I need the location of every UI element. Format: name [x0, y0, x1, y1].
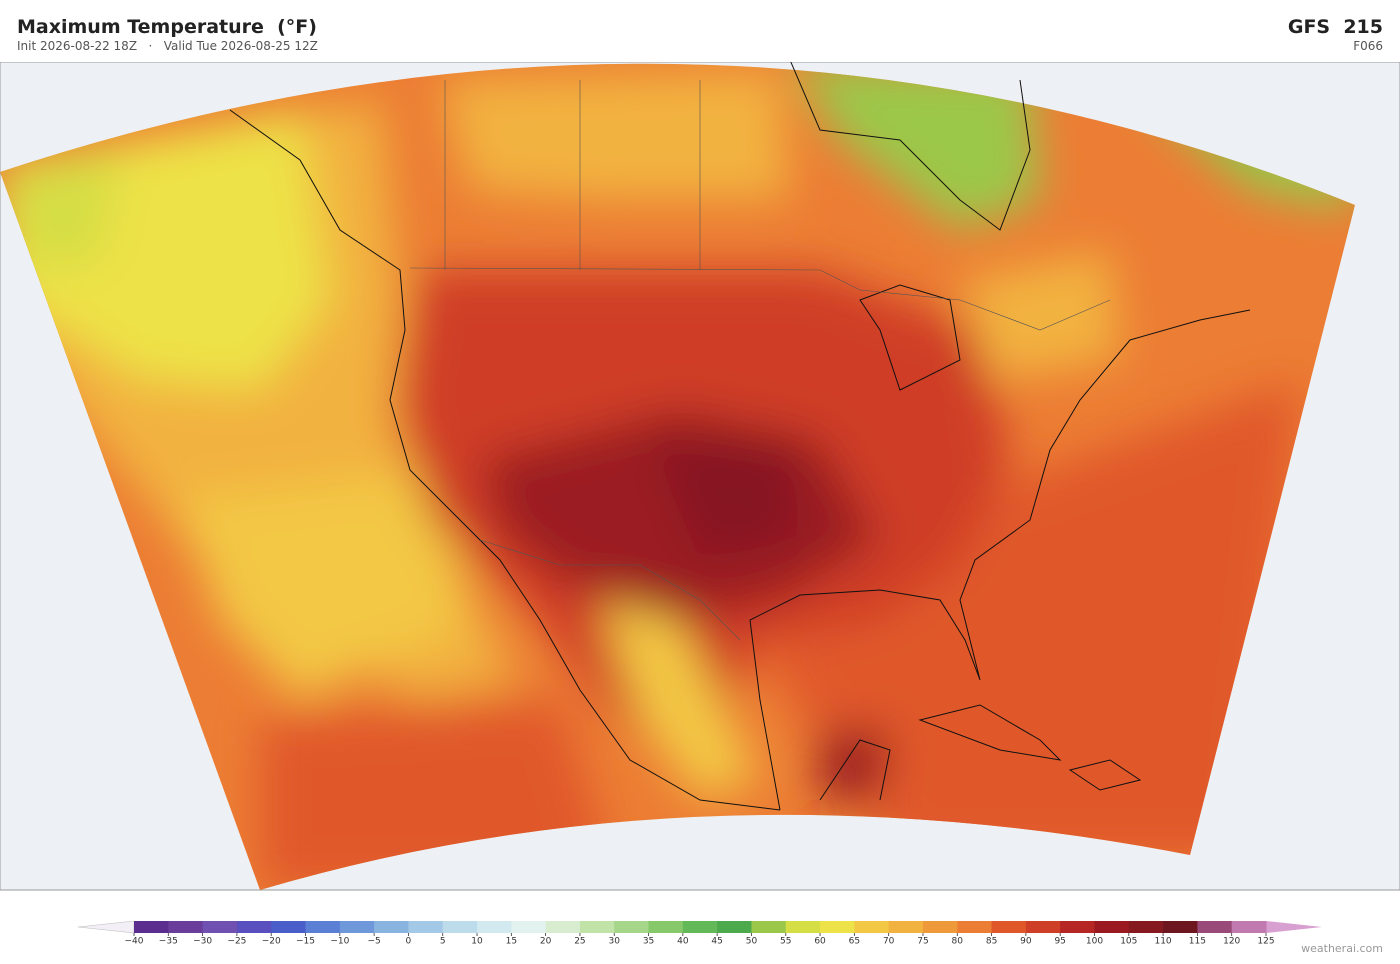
colorbar-segment	[1094, 921, 1130, 933]
colorbar-segment	[1025, 921, 1061, 933]
colorbar-segment	[477, 921, 512, 933]
colorbar-segment	[991, 921, 1027, 933]
borders	[409, 80, 1111, 641]
colorbar-segment	[202, 921, 238, 933]
colorbar-segment	[717, 921, 752, 933]
colorbar-tick-label: −30	[193, 937, 212, 947]
colorbar-segment	[854, 921, 890, 933]
colorbar-tick-label: 50	[746, 937, 758, 947]
colorbar-segment	[579, 921, 615, 933]
colorbar-segment	[408, 921, 444, 933]
colorbar-tick-label: 120	[1223, 937, 1240, 947]
colorbar-segment	[957, 921, 993, 933]
colorbar-segment	[339, 921, 375, 933]
colorbar-tick-label: 35	[643, 937, 654, 947]
colorbar-tick-label: 125	[1257, 937, 1274, 947]
colorbar-segment	[888, 921, 924, 933]
colorbar: −40 −35 −30 −25 −20 −15 −10 −5 0 5 10 15 20 25 30 35 40 4…	[77, 920, 1322, 947]
colorbar-tick-label: 15	[506, 937, 517, 947]
credit: weatherai.com	[1301, 942, 1383, 955]
temperature-field	[0, 63, 1355, 890]
colorbar-tick-label: 10	[471, 937, 483, 947]
colorbar-tick-label: 95	[1054, 937, 1065, 947]
colorbar-tick-label: −10	[330, 937, 349, 947]
colorbar-segment	[271, 921, 307, 933]
colorbar-tick-label: 30	[609, 937, 621, 947]
title: Maximum Temperature (°F)	[17, 16, 317, 38]
model: GFS 215	[1287, 16, 1383, 38]
colorbar-segment	[682, 921, 718, 933]
colorbar-tick-label: 0	[406, 937, 412, 947]
colorbar-segment	[305, 921, 341, 933]
colorbar-segment	[751, 921, 787, 933]
colorbar-segment	[168, 921, 204, 933]
colorbar-segment	[1128, 921, 1164, 933]
colorbar-segment	[442, 921, 478, 933]
colorbar-tick-label: 75	[917, 937, 928, 947]
colorbar-under	[77, 920, 135, 934]
colorbar-segment	[374, 921, 409, 933]
forecast-hour: F066	[1353, 39, 1383, 53]
colorbar-segment	[785, 921, 821, 933]
colorbar-tick-label: 90	[1020, 937, 1032, 947]
colorbar-segment	[134, 921, 169, 933]
colorbar-segment	[545, 921, 581, 933]
colorbar-tick-label: 110	[1154, 937, 1171, 947]
colorbar-tick-label: −20	[262, 937, 281, 947]
map	[0, 62, 1400, 891]
colorbar-tick-label: −35	[159, 937, 178, 947]
colorbar-segment	[614, 921, 650, 933]
coastlines	[229, 62, 1251, 811]
colorbar-tick-label: 60	[814, 937, 826, 947]
colorbar-segment	[236, 921, 272, 933]
colorbar-tick-label: 55	[780, 937, 791, 947]
colorbar-segment	[648, 921, 684, 933]
colorbar-segment	[1163, 921, 1198, 933]
colorbar-tick-label: 100	[1086, 937, 1103, 947]
colorbar-segment	[1197, 921, 1233, 933]
colorbar-segment	[820, 921, 855, 933]
colorbar-segment	[1060, 921, 1095, 933]
colorbar-tick-label: 115	[1189, 937, 1206, 947]
colorbar-tick-label: 45	[711, 937, 722, 947]
colorbar-segment	[1231, 921, 1267, 933]
colorbar-segment	[511, 921, 547, 933]
colorbar-tick-label: 80	[952, 937, 964, 947]
colorbar-segment	[922, 921, 958, 933]
colorbar-tick-label: 25	[574, 937, 585, 947]
colorbar-tick-label: 105	[1120, 937, 1137, 947]
colorbar-tick-label: 70	[883, 937, 895, 947]
colorbar-tick-label: −5	[367, 937, 380, 947]
colorbar-over	[1266, 921, 1322, 933]
colorbar-tick-label: 20	[540, 937, 552, 947]
colorbar-tick-label: 40	[677, 937, 689, 947]
subtitle: Init 2026-08-22 18Z · Valid Tue 2026-08-…	[17, 39, 318, 53]
colorbar-tick-label: −40	[125, 937, 144, 947]
colorbar-tick-label: 85	[986, 937, 997, 947]
colorbar-tick-label: −15	[296, 937, 315, 947]
colorbar-tick-label: 5	[440, 937, 446, 947]
colorbar-tick-label: −25	[227, 937, 246, 947]
colorbar-tick-label: 65	[849, 937, 860, 947]
